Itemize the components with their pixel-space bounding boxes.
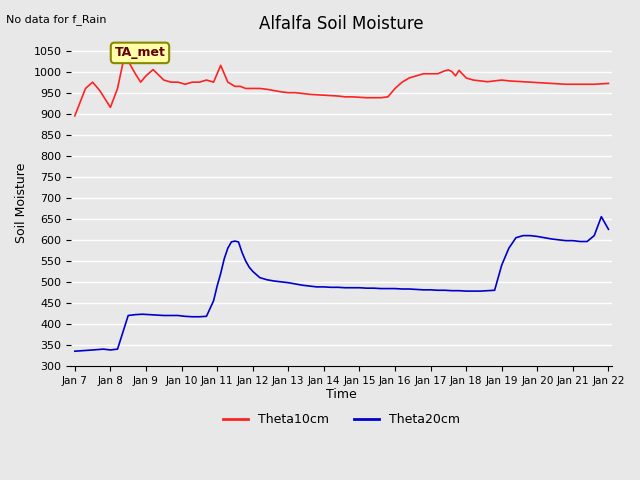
- Legend: Theta10cm, Theta20cm: Theta10cm, Theta20cm: [218, 408, 465, 432]
- Y-axis label: Soil Moisture: Soil Moisture: [15, 163, 28, 243]
- Text: TA_met: TA_met: [115, 47, 165, 60]
- Text: No data for f_Rain: No data for f_Rain: [6, 14, 107, 25]
- Title: Alfalfa Soil Moisture: Alfalfa Soil Moisture: [259, 15, 424, 33]
- X-axis label: Time: Time: [326, 388, 357, 401]
